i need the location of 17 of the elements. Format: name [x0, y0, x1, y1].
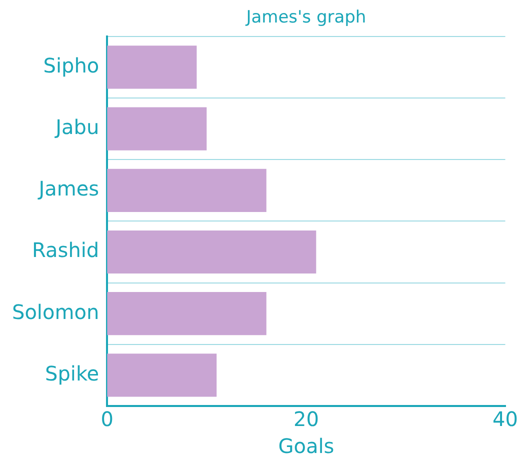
- bar: [107, 107, 207, 150]
- bar: [107, 168, 266, 212]
- y-tick-label: Sipho: [43, 53, 100, 78]
- bar: [107, 230, 316, 274]
- bar: [107, 354, 217, 397]
- bar: [107, 46, 197, 89]
- y-tick-label: Rashid: [32, 238, 100, 262]
- x-tick-label: 20: [293, 407, 319, 432]
- y-tick-label: James: [36, 176, 100, 201]
- bar: [107, 292, 266, 336]
- chart-title: James's graph: [245, 8, 366, 28]
- y-tick-label: Jabu: [54, 115, 100, 140]
- x-tick-label: 0: [100, 407, 114, 432]
- y-tick-label: Spike: [44, 361, 100, 386]
- y-tick-label: Solomon: [12, 300, 100, 324]
- x-tick-label: 40: [492, 407, 518, 432]
- x-axis-title: Goals: [278, 434, 334, 458]
